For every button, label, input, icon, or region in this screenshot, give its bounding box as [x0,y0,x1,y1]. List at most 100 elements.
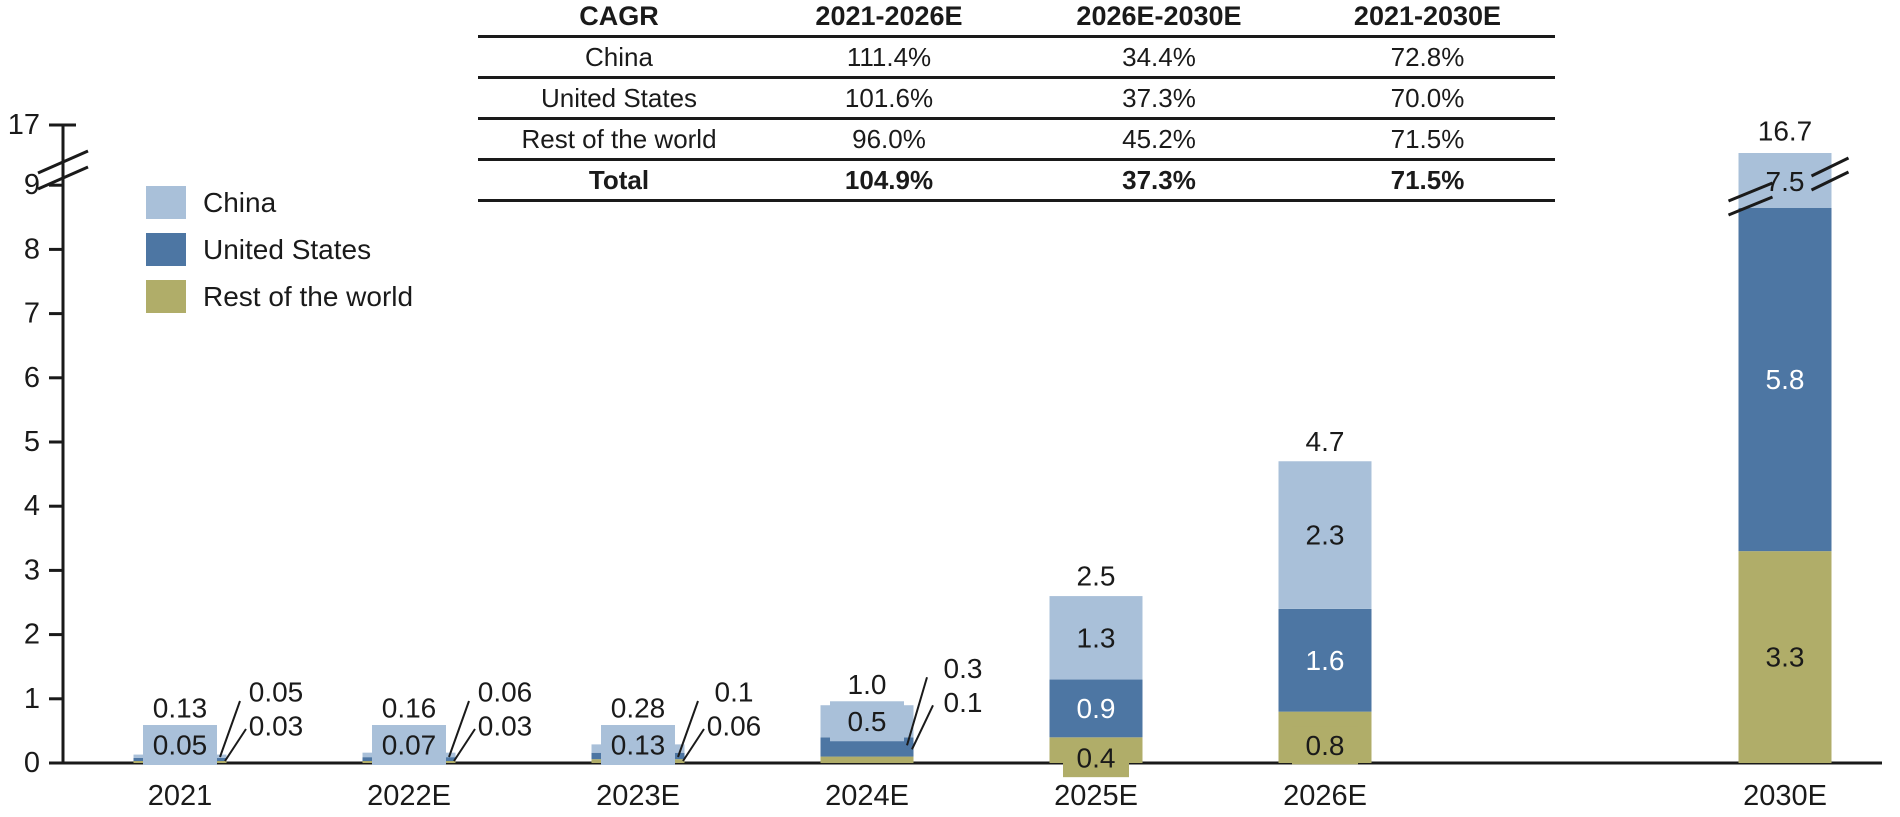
callout-leader-line [911,704,934,750]
table-cell: 101.6% [760,77,1018,120]
x-category-label: 2023E [596,780,680,812]
table-cell: 96.0% [760,118,1018,161]
bar-break-mark [1727,195,1774,217]
callout-leader-line [448,700,470,758]
legend-item-china: China [146,186,413,219]
callout-leader-line [906,676,928,746]
china-value-label: 1.3 [1077,622,1116,653]
us-callout-label: 0.05 [249,677,304,708]
callout-leader-line [677,700,699,758]
table-cell: 37.3% [1018,77,1300,120]
bar-break-mark [1810,170,1850,192]
y-tick-label: 0 [24,747,40,779]
table-row-rest-of-world: Rest of the world 96.0% 45.2% 71.5% [478,118,1555,161]
table-header-2021-2026: 2021-2026E [760,0,1018,38]
x-category-label: 2026E [1283,780,1367,812]
table-cell: 45.2% [1018,118,1300,161]
legend-item-rest-of-world: Rest of the world [146,280,413,313]
y-tick-label: 2 [24,619,40,651]
china-value-box [601,725,675,765]
bar-segment-china [1278,461,1372,609]
bar-segment-united-states [1738,208,1832,552]
row-value-label: 3.3 [1766,642,1805,673]
row-callout-label: 0.03 [249,711,304,742]
us-callout-label: 0.1 [715,677,754,708]
row-value-box [1292,726,1358,765]
china-value-label: 7.5 [1766,166,1805,197]
table-row-china: China 111.4% 34.4% 72.8% [478,36,1555,79]
axis-break-mark [37,165,89,191]
y-tick-label: 8 [24,233,40,265]
row-value-label: 0.4 [1077,743,1116,774]
table-cell: 72.8% [1300,36,1555,79]
callout-leader-line [453,728,476,762]
bar-segment-china [1049,596,1143,680]
china-value-label: 0.5 [848,706,887,737]
callout-leader-line [682,728,705,762]
row-label: China [478,36,760,79]
bar-total-label: 1.0 [848,669,887,700]
legend-label: United States [203,234,372,265]
us-value-label: 5.8 [1766,364,1805,395]
china-value-label: 2.3 [1306,520,1345,551]
china-value-label: 0.05 [153,730,208,761]
table-cell: 70.0% [1300,77,1555,120]
bar-total-label: 16.7 [1758,116,1813,147]
table-header-row: CAGR 2021-2026E 2026E-2030E 2021-2030E [478,0,1555,38]
y-tick-label: 17 [8,109,40,141]
table-header-2026-2030: 2026E-2030E [1018,0,1300,38]
callout-leader-line [224,728,247,762]
bar-break-mark [1727,181,1774,203]
china-value-box [372,725,446,765]
us-value-label: 1.6 [1306,645,1345,676]
us-callout-label: 0.3 [944,653,983,684]
bar-total-label: 2.5 [1077,561,1116,592]
y-tick-label: 4 [24,490,40,522]
row-callout-label: 0.06 [707,711,762,742]
x-category-label: 2030E [1743,780,1827,812]
row-value-box [1063,739,1129,778]
table-cell: 37.3% [1018,159,1300,202]
bar-total-label: 0.13 [153,693,208,724]
cagr-table-grid: CAGR 2021-2026E 2026E-2030E 2021-2030E C… [478,0,1555,202]
us-callout-label: 0.06 [478,677,533,708]
bar-break-mark [1810,156,1850,178]
x-category-label: 2025E [1054,780,1138,812]
axis-break-mark [37,149,89,175]
table-cell: 71.5% [1300,118,1555,161]
legend: China United States Rest of the world [146,186,413,327]
x-category-label: 2021 [148,780,213,812]
callout-leader-line [219,700,241,758]
row-label: Rest of the world [478,118,760,161]
legend-label: Rest of the world [203,281,414,312]
cagr-table: CAGR 2021-2026E 2026E-2030E 2021-2030E C… [478,0,1555,202]
china-value-label: 0.07 [382,730,437,761]
y-tick-label: 7 [24,298,40,330]
x-category-label: 2024E [825,780,909,812]
row-label: Total [478,159,760,202]
y-tick-label: 6 [24,362,40,394]
table-header-cagr: CAGR [478,0,760,38]
y-tick-label: 1 [24,683,40,715]
bar-total-label: 0.16 [382,693,437,724]
rest-of-world-swatch-icon [146,280,186,313]
row-value-label: 0.8 [1306,730,1345,761]
row-callout-label: 0.03 [478,711,533,742]
y-tick-label: 3 [24,554,40,586]
table-row-united-states: United States 101.6% 37.3% 70.0% [478,77,1555,120]
table-cell: 34.4% [1018,36,1300,79]
row-callout-label: 0.1 [944,687,983,718]
table-row-total: Total 104.9% 37.3% 71.5% [478,159,1555,202]
bar-segment-china [1738,153,1832,208]
bar-segment-rest-of-world [820,756,914,763]
bar-total-label: 4.7 [1306,426,1345,457]
us-value-label: 0.9 [1077,693,1116,724]
bar-segment-united-states [820,737,914,757]
legend-item-united-states: United States [146,233,413,266]
china-value-box [143,725,217,765]
y-tick-label: 9 [24,169,40,201]
table-cell: 71.5% [1300,159,1555,202]
bar-segment-rest-of-world [1738,551,1832,763]
